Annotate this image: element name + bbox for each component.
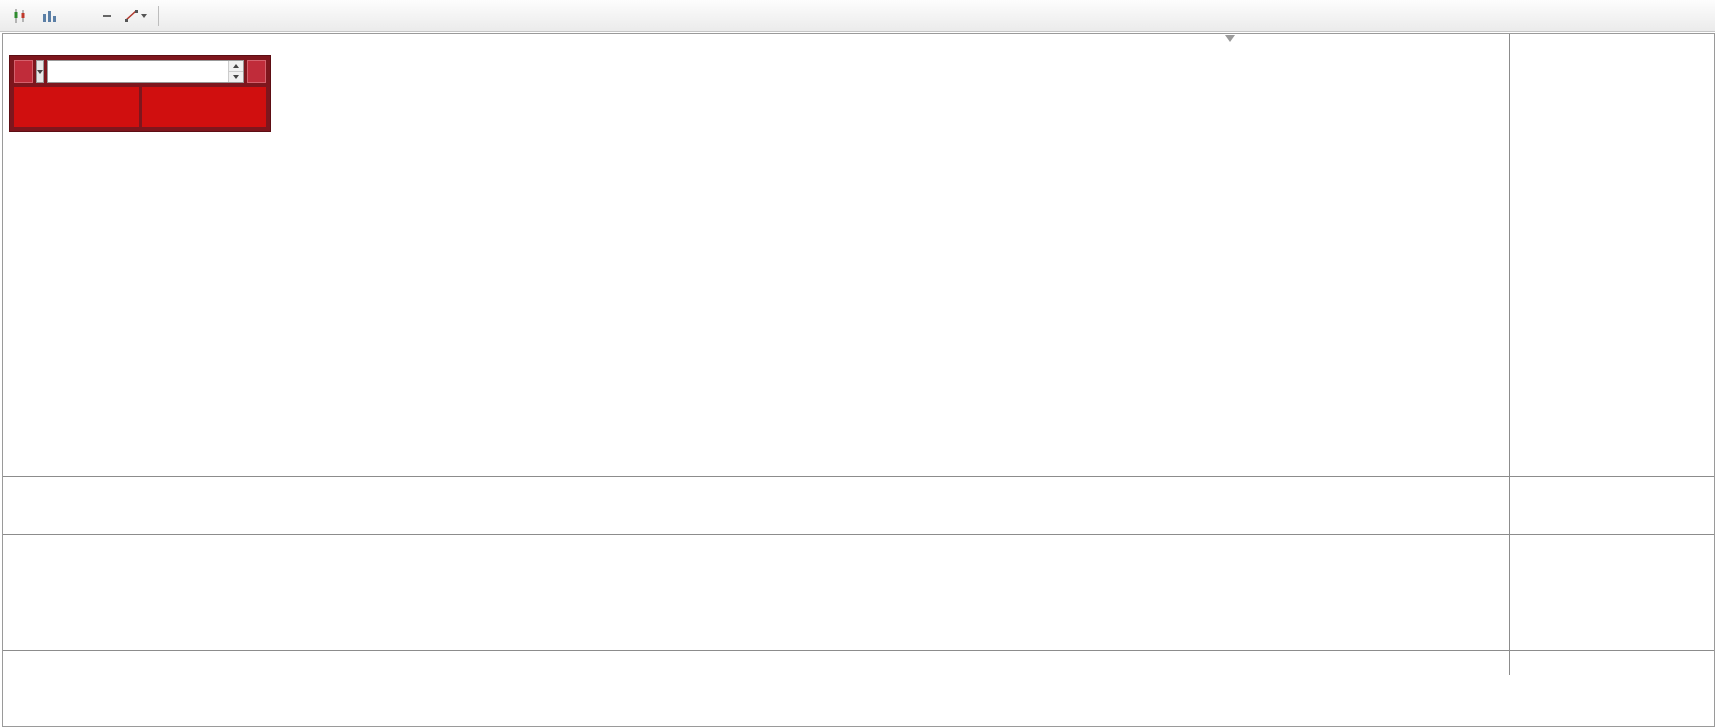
text-label-tool-icon[interactable] <box>93 4 120 28</box>
macd-panel-separator[interactable] <box>3 476 1714 477</box>
volume-dropdown-button[interactable] <box>36 60 44 83</box>
draw-tools-icon[interactable] <box>122 4 149 28</box>
indicator-bars-icon[interactable] <box>35 4 62 28</box>
volume-stepper <box>228 61 243 82</box>
candlestick-chart-icon[interactable] <box>6 4 33 28</box>
chevron-down-icon <box>233 75 239 79</box>
chart-title <box>11 39 14 53</box>
rsi-panel-canvas[interactable] <box>3 535 1509 650</box>
top-toolbar <box>0 0 1715 32</box>
sell-button[interactable] <box>14 60 33 83</box>
price-axis-border <box>1509 34 1510 675</box>
time-axis-separator <box>3 650 1714 651</box>
chevron-down-icon <box>37 69 43 74</box>
rsi-panel-separator[interactable] <box>3 534 1714 535</box>
font-tool-icon[interactable] <box>64 4 91 28</box>
buy-button[interactable] <box>247 60 266 83</box>
buy-price-button[interactable] <box>141 87 266 127</box>
volume-input[interactable] <box>48 61 228 82</box>
text-label-glyph <box>102 14 111 17</box>
time-axis[interactable] <box>3 651 1509 675</box>
volume-field <box>47 60 244 83</box>
macd-panel-canvas[interactable] <box>3 477 1509 534</box>
volume-decrease-button[interactable] <box>229 71 243 82</box>
price-axis[interactable] <box>1510 34 1713 675</box>
rsi-label <box>11 538 16 550</box>
chart-window <box>2 33 1715 727</box>
toolbar-separator <box>158 5 159 26</box>
chevron-up-icon <box>233 64 239 68</box>
chevron-down-icon <box>141 13 147 18</box>
volume-increase-button[interactable] <box>229 61 243 71</box>
sell-price-button[interactable] <box>14 87 139 127</box>
right-shift-marker-icon <box>1225 35 1235 42</box>
macd-label <box>11 480 21 492</box>
one-click-trading-panel <box>9 55 271 132</box>
